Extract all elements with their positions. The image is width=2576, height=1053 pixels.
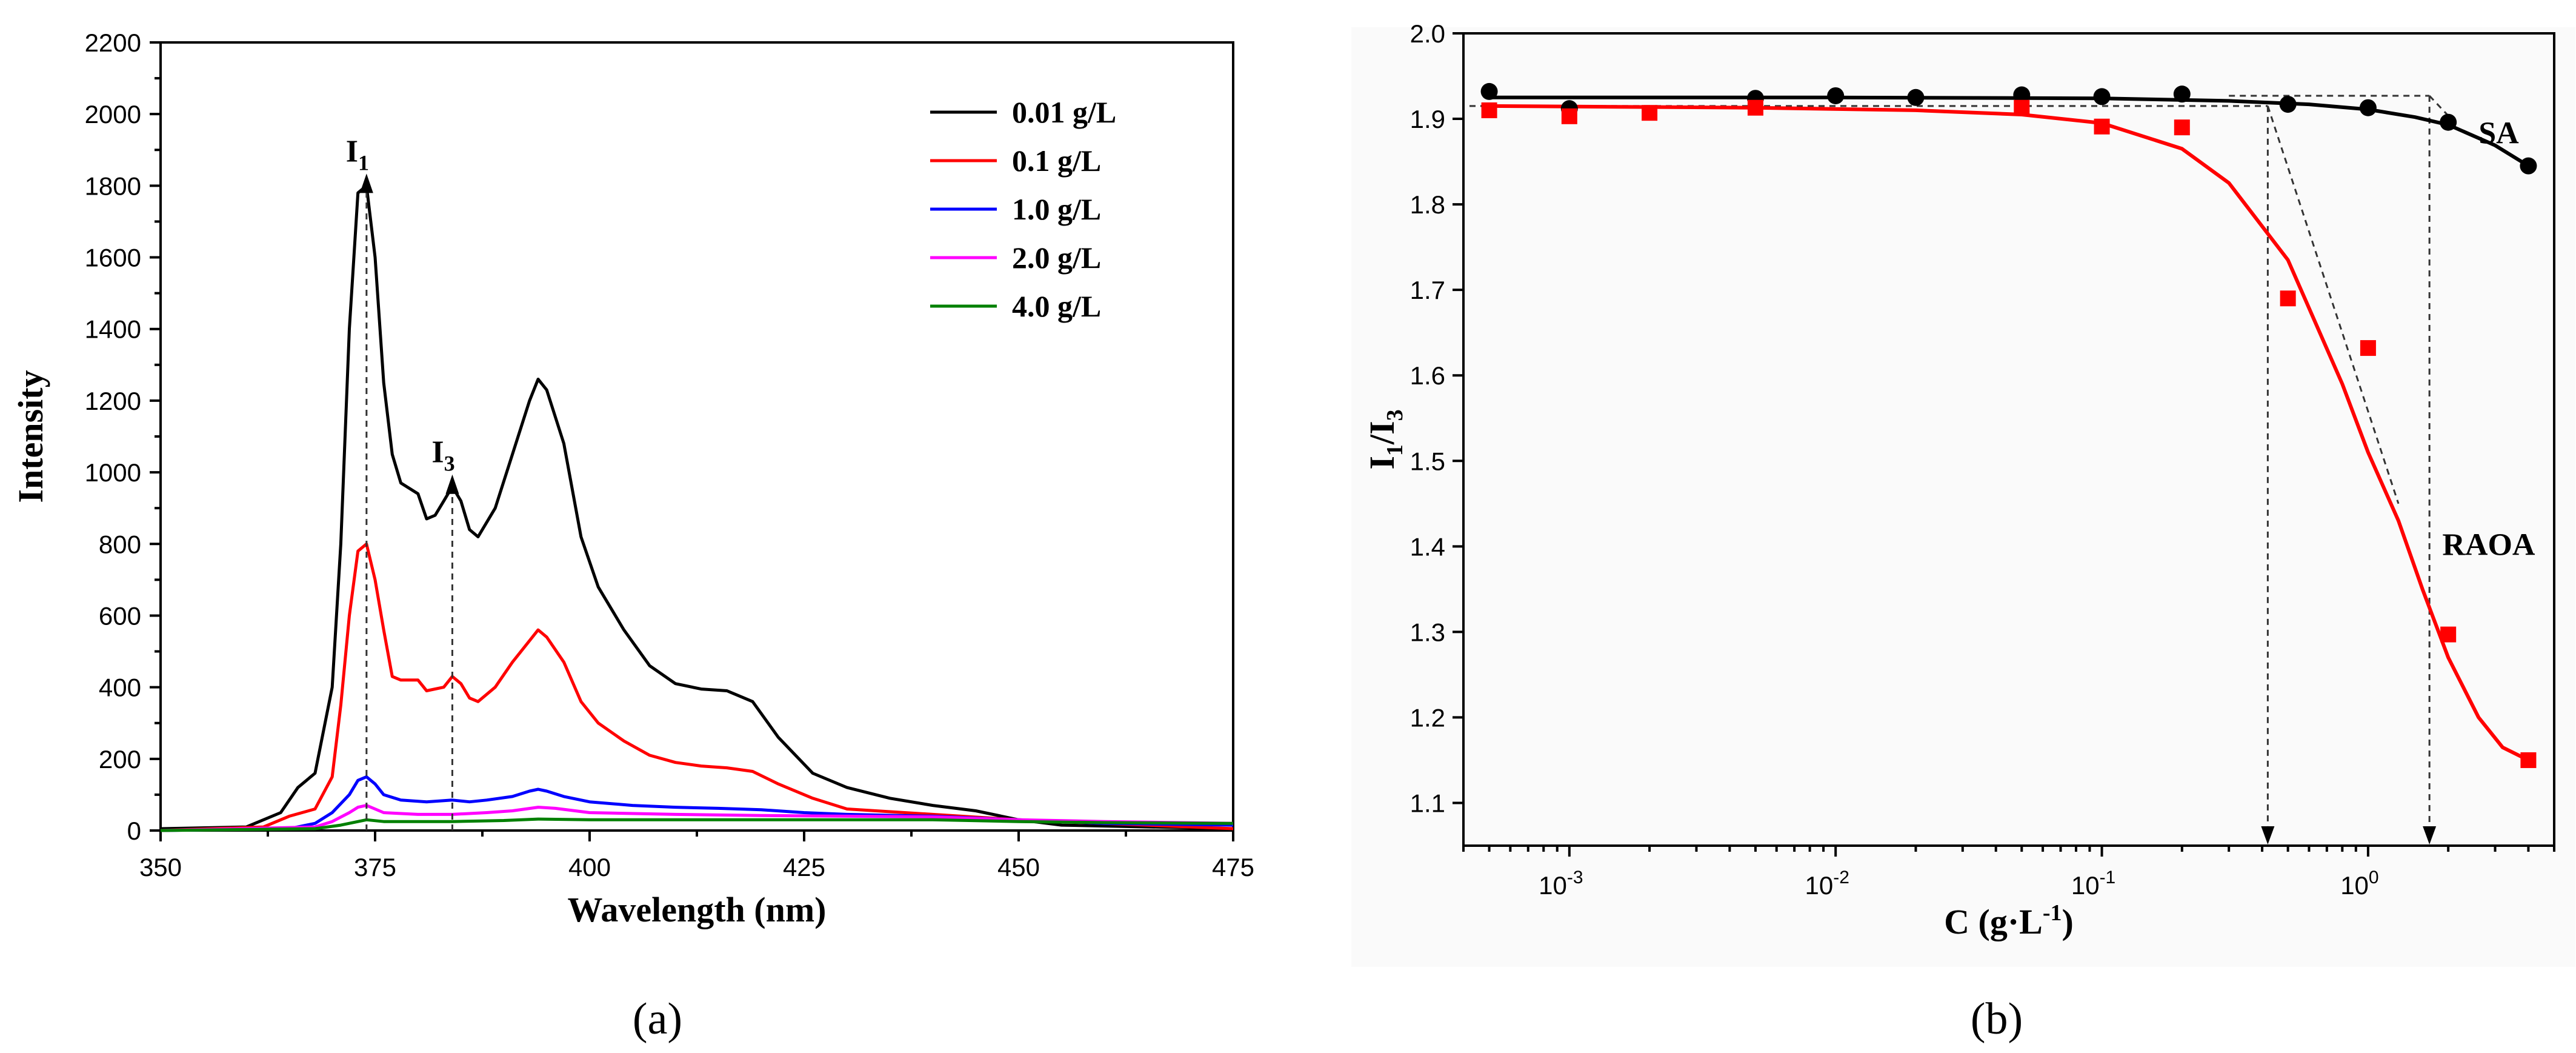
y-tick-label: 1000	[85, 458, 141, 487]
y-tick-label: 800	[99, 530, 141, 558]
x-tick-label: 425	[783, 853, 825, 881]
x-tick-label: 350	[139, 853, 182, 881]
x-tick-label: 400	[568, 853, 611, 881]
x-tick-exponent: -2	[1833, 867, 1849, 888]
data-point-sa	[2359, 99, 2377, 116]
panel-label-a: (a)	[633, 994, 682, 1044]
series-line-0-1-g-L	[160, 542, 1234, 832]
data-point-raoa	[1561, 108, 1577, 124]
data-point-raoa	[2174, 119, 2190, 136]
y-axis-title-part: 3	[1382, 409, 1408, 421]
y-tick-label: 1.8	[1410, 190, 1445, 219]
legend-label: 4.0 g/L	[1012, 289, 1101, 323]
data-point-raoa	[2360, 340, 2376, 356]
data-point-raoa	[1642, 105, 1658, 121]
x-tick-label: 100	[2340, 867, 2378, 900]
x-tick-exponent: 0	[2369, 867, 2379, 888]
fit-curve-sa	[1489, 95, 2529, 168]
y-axis-title-part: /I	[1362, 421, 1402, 445]
y-tick-label: 1.3	[1410, 618, 1445, 646]
data-point-raoa	[2014, 99, 2030, 116]
data-point-sa	[2013, 86, 2031, 104]
data-point-sa	[1907, 89, 1925, 106]
y-tick-label: 600	[99, 601, 141, 630]
fit-curve-raoa	[1489, 104, 2529, 762]
data-point-sa	[1827, 87, 1845, 104]
data-point-sa	[2520, 157, 2537, 175]
y-axis-title: I1/I3	[1362, 409, 1408, 469]
y-tick-label: 1800	[85, 172, 141, 200]
data-point-raoa	[2094, 118, 2110, 135]
series-line-1-0-g-L	[160, 775, 1234, 832]
y-tick-label: 1.1	[1410, 789, 1445, 817]
y-tick-label: 1.5	[1410, 447, 1445, 475]
y-tick-label: 2200	[85, 28, 141, 57]
y-tick-label: 1.4	[1410, 532, 1445, 561]
annotation-label: I3	[431, 435, 454, 476]
annotation-subscript: 3	[444, 452, 455, 476]
annotation-label: I1	[346, 134, 369, 175]
y-tick-label: 1.7	[1410, 276, 1445, 304]
cmc-arrow-sa	[2423, 826, 2437, 844]
x-axis-title-end: )	[2062, 902, 2074, 941]
y-tick-label: 200	[99, 745, 141, 774]
y-tick-label: 400	[99, 674, 141, 702]
legend-label: 0.1 g/L	[1012, 144, 1101, 178]
series-line-4-0-g-L	[160, 817, 1234, 832]
series-line-2-0-g-L	[160, 804, 1234, 832]
data-point-sa	[2173, 85, 2191, 103]
x-tick-label: 10-2	[1805, 867, 1849, 900]
data-point-raoa	[2520, 752, 2537, 768]
x-tick-label: 375	[354, 853, 396, 881]
cmc-arrow-raoa	[2261, 826, 2275, 844]
data-point-raoa	[2440, 626, 2457, 643]
data-point-sa	[2093, 88, 2111, 105]
panel-b-background	[1351, 27, 2575, 967]
plot-frame	[1462, 32, 2555, 847]
legend-label: 0.01 g/L	[1012, 95, 1116, 129]
x-axis-title: Wavelength (nm)	[568, 890, 827, 929]
data-point-raoa	[2280, 290, 2296, 307]
y-tick-label: 2000	[85, 100, 141, 129]
y-axis-title: Intensity	[11, 370, 50, 503]
panel-b-scatter-chart: 1.1 1.2 1.3 1.4 1.5 1.6 1.7 1.8 1.9 2.0 1 0 -3 10-2 10…	[1362, 19, 2555, 1044]
annotation-arrow	[445, 474, 459, 494]
data-point-raoa	[1481, 102, 1497, 118]
y-tick-label: 0	[127, 817, 141, 845]
series-label-sa: SA	[2478, 116, 2519, 150]
y-tick-label: 1200	[85, 387, 141, 415]
x-tick-exponent: -1	[2100, 867, 2116, 888]
guide-tangent-raoa	[2266, 105, 2400, 504]
x-axis-title: C (g·L-1)	[1944, 900, 2074, 941]
x-axis-title-superscript: -1	[2043, 900, 2062, 926]
y-tick-label: 1.9	[1410, 105, 1445, 133]
panel-label-b: (b)	[1971, 994, 2023, 1044]
annotation-arrow	[359, 173, 373, 193]
legend-label: 1.0 g/L	[1012, 192, 1101, 226]
y-tick-label: 2.0	[1410, 19, 1445, 48]
panel-a-line-chart: 350 375 400 425 450 475 0 200 400 600 800 1000 1200 1…	[11, 28, 1254, 1044]
data-point-sa	[2279, 96, 2297, 113]
series-label-raoa: RAOA	[2442, 527, 2535, 562]
data-point-raoa	[1747, 99, 1763, 116]
y-tick-label: 1400	[85, 315, 141, 344]
y-tick-label: 1.6	[1410, 361, 1445, 390]
x-tick-label: 10-1	[2071, 867, 2115, 900]
data-point-sa	[1480, 82, 1498, 100]
data-point-sa	[2440, 113, 2457, 131]
y-tick-label: 1.2	[1410, 703, 1445, 732]
y-tick-label: 1600	[85, 244, 141, 272]
y-axis-title-part: 1	[1382, 444, 1408, 456]
legend-label: 2.0 g/L	[1012, 241, 1101, 275]
x-tick-exponent: -3	[1567, 867, 1583, 888]
annotation-subscript: 1	[358, 150, 369, 175]
x-tick-label: 450	[997, 853, 1040, 881]
series-line-0-01-g-L	[160, 184, 1234, 831]
x-tick-label: 475	[1212, 853, 1254, 881]
